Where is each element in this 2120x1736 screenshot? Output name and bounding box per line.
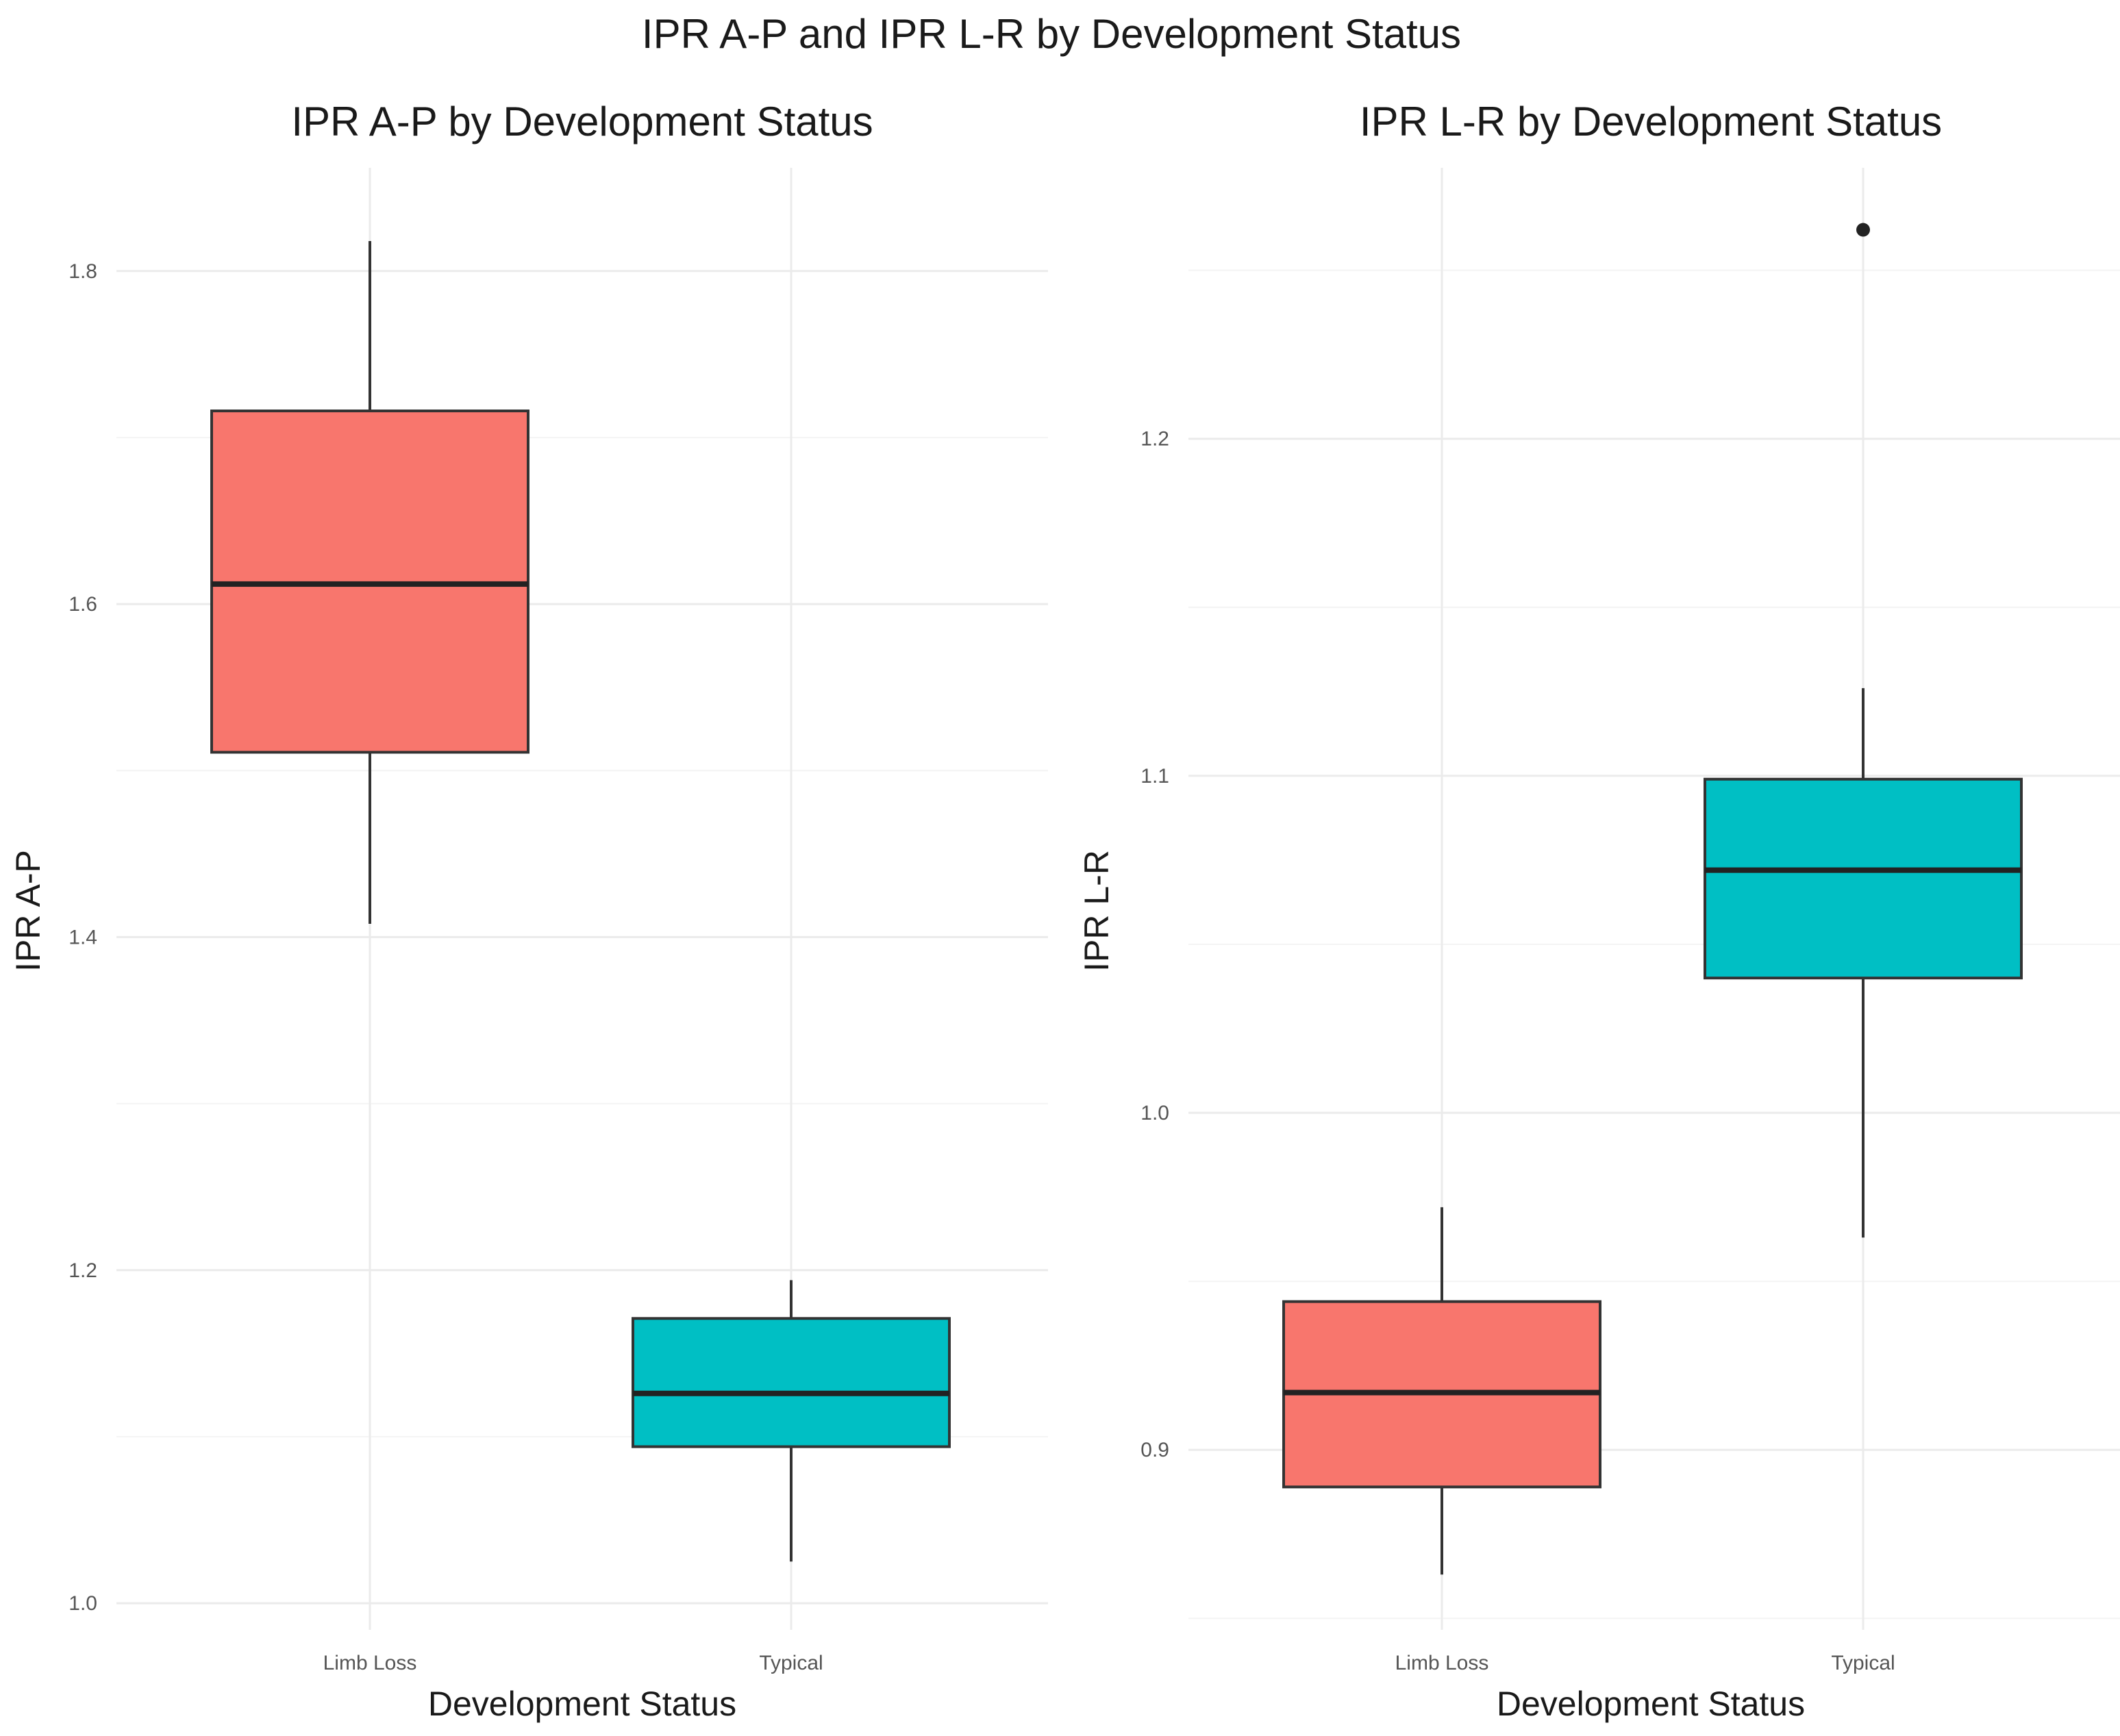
boxplot-series xyxy=(210,240,951,1562)
y-tick-label: 1.2 xyxy=(1140,428,1169,451)
y-tick-label: 1.0 xyxy=(1140,1102,1169,1124)
chart-ipr-lr: IPR L-R by Development Status 0.9 1.0 1.1 1… xyxy=(1077,99,2120,1723)
chart-ipr-ap: IPR A-P by Development Status 1.01.21.41… xyxy=(9,99,1048,1723)
y-tick-label: 1.2 xyxy=(68,1259,97,1282)
box-limb-loss xyxy=(1282,1207,1601,1575)
figure-title: IPR A-P and IPR L-R by Development Statu… xyxy=(642,11,1461,57)
x-tick-label: Typical xyxy=(759,1652,823,1674)
y-tick-label: 1.1 xyxy=(1140,765,1169,788)
y-tick-labels: 1.0 1.2 1.4 1.6 1.8 xyxy=(68,260,97,1615)
x-tick-labels: Limb Loss Typical xyxy=(1395,1652,1895,1674)
plot-grid xyxy=(1188,168,2120,1630)
plot-grid xyxy=(116,168,1048,1630)
box-limb-loss xyxy=(210,240,529,924)
y-tick-labels: 0.9 1.0 1.1 1.2 xyxy=(1140,428,1169,1461)
y-tick-label: 0.9 xyxy=(1140,1439,1169,1461)
iqr-box xyxy=(632,1317,951,1448)
y-tick-label: 1.4 xyxy=(68,926,97,948)
boxplot-series xyxy=(1282,223,2023,1575)
x-tick-label: Typical xyxy=(1831,1652,1895,1674)
y-tick-label: 1.6 xyxy=(68,593,97,616)
iqr-box xyxy=(1704,777,2023,980)
x-tick-label: Limb Loss xyxy=(323,1652,417,1674)
y-tick-label: 1.0 xyxy=(68,1592,97,1615)
box-typical xyxy=(1704,223,2023,1238)
x-axis-title: Development Status xyxy=(1497,1685,1805,1723)
box-typical xyxy=(632,1280,951,1562)
panel-title-ipr-ap: IPR A-P by Development Status xyxy=(291,99,873,144)
panel-title-ipr-lr: IPR L-R by Development Status xyxy=(1360,99,1942,144)
x-axis-title: Development Status xyxy=(428,1685,736,1723)
x-tick-labels: Limb Loss Typical xyxy=(323,1652,823,1674)
y-tick-label: 1.8 xyxy=(68,260,97,283)
y-axis-title: IPR A-P xyxy=(9,850,47,972)
outlier-point xyxy=(1856,223,1870,237)
x-tick-label: Limb Loss xyxy=(1395,1652,1489,1674)
y-axis-title: IPR L-R xyxy=(1077,850,1116,972)
